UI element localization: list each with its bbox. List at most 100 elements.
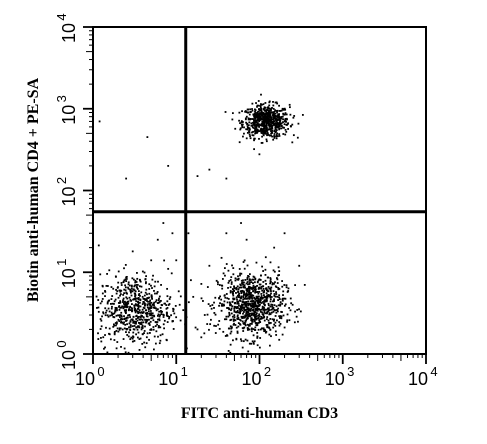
data-point xyxy=(128,284,131,287)
data-point xyxy=(162,222,165,224)
data-point xyxy=(256,131,259,134)
data-point xyxy=(267,285,270,288)
data-point xyxy=(123,347,126,350)
y-tick-label: 10 xyxy=(59,186,79,206)
data-point xyxy=(220,298,223,301)
data-point xyxy=(129,290,132,292)
data-point xyxy=(249,108,252,111)
data-point xyxy=(213,324,216,327)
data-point xyxy=(244,296,247,298)
data-point xyxy=(290,125,292,128)
data-point xyxy=(251,288,254,290)
data-point xyxy=(245,128,248,131)
data-point xyxy=(280,127,283,130)
data-point xyxy=(128,296,131,299)
data-point xyxy=(267,310,269,313)
data-point xyxy=(257,295,260,298)
data-point xyxy=(259,337,262,339)
data-point xyxy=(111,314,113,317)
data-point xyxy=(144,309,147,312)
data-point xyxy=(272,300,275,302)
data-point xyxy=(119,300,122,303)
data-point xyxy=(116,290,119,293)
data-point xyxy=(157,318,159,321)
data-point xyxy=(258,123,260,126)
data-point xyxy=(233,314,236,317)
data-point xyxy=(289,113,292,116)
data-point xyxy=(145,342,148,345)
data-point xyxy=(148,283,151,286)
data-point xyxy=(252,328,255,330)
data-point xyxy=(238,304,240,307)
data-point xyxy=(142,306,145,309)
data-point xyxy=(276,119,279,121)
data-point xyxy=(125,319,128,322)
data-point xyxy=(253,137,256,140)
data-point xyxy=(125,278,128,280)
data-point xyxy=(157,313,160,316)
data-point xyxy=(123,303,126,306)
data-point xyxy=(262,327,265,330)
data-point xyxy=(137,304,140,306)
data-point xyxy=(260,302,263,304)
data-point xyxy=(263,328,266,331)
data-point xyxy=(256,115,259,117)
data-point xyxy=(228,314,231,317)
data-point xyxy=(259,105,262,107)
data-point xyxy=(269,294,272,297)
data-point xyxy=(281,298,284,301)
data-point xyxy=(131,337,134,340)
data-point xyxy=(248,128,251,131)
data-point xyxy=(278,274,280,276)
data-point xyxy=(240,340,243,342)
data-point xyxy=(256,322,259,325)
data-point xyxy=(276,110,279,112)
data-point xyxy=(233,316,236,318)
data-point xyxy=(111,295,114,297)
data-point xyxy=(240,120,243,122)
data-point xyxy=(120,306,123,309)
data-point xyxy=(278,127,281,130)
data-point xyxy=(134,322,137,325)
data-point xyxy=(268,112,271,115)
data-point xyxy=(131,318,134,321)
data-point xyxy=(264,268,267,271)
data-point xyxy=(248,121,251,124)
data-point xyxy=(258,120,261,123)
data-point xyxy=(261,114,263,117)
data-point xyxy=(110,311,113,314)
data-point xyxy=(277,299,279,301)
data-point xyxy=(266,308,269,310)
data-point xyxy=(227,315,230,318)
data-point xyxy=(173,312,176,315)
data-point xyxy=(269,344,271,347)
data-point xyxy=(239,338,242,341)
data-point xyxy=(233,318,236,321)
data-point xyxy=(256,335,259,338)
data-point xyxy=(241,309,244,312)
data-point xyxy=(287,287,290,290)
data-point xyxy=(236,294,239,297)
data-point xyxy=(242,261,245,263)
data-point xyxy=(249,293,252,296)
data-point xyxy=(283,284,286,286)
data-point xyxy=(99,273,102,276)
data-point xyxy=(114,322,117,324)
data-point xyxy=(283,120,286,123)
data-point xyxy=(268,333,271,336)
data-point xyxy=(251,124,254,127)
data-point xyxy=(119,294,121,297)
data-point xyxy=(283,297,286,300)
data-point xyxy=(125,280,128,282)
data-point xyxy=(245,282,248,285)
data-point xyxy=(134,281,137,284)
data-point xyxy=(263,295,266,298)
data-point xyxy=(245,310,248,313)
data-point xyxy=(248,282,251,284)
data-point xyxy=(233,290,235,292)
data-point xyxy=(278,315,281,318)
data-point xyxy=(149,320,152,323)
data-point xyxy=(270,308,273,311)
data-point xyxy=(123,305,125,308)
